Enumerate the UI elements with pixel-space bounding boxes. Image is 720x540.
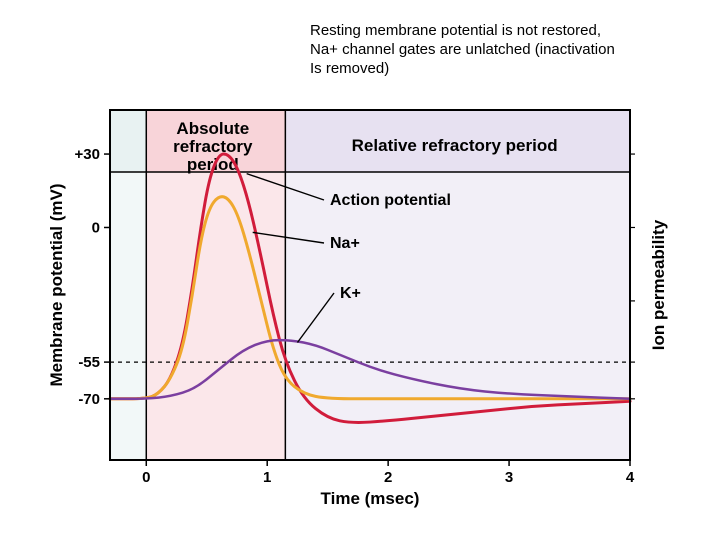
- region-body-relative: [285, 172, 630, 460]
- chart-container: AbsoluterefractoryperiodRelative refract…: [40, 100, 680, 520]
- x-tick-label: 3: [505, 469, 513, 486]
- region-label-relative: Relative refractory period: [352, 136, 558, 155]
- action-potential-chart: AbsoluterefractoryperiodRelative refract…: [40, 100, 680, 520]
- y-tick-label: 0: [92, 219, 100, 236]
- curve-label-action_potential: Action potential: [330, 192, 451, 209]
- x-tick-label: 0: [142, 469, 150, 486]
- x-tick-label: 4: [626, 469, 635, 486]
- region-label-absolute: refractory: [173, 137, 253, 156]
- region-header-prestim: [110, 110, 146, 172]
- curve-label-k: K+: [340, 285, 361, 302]
- region-body-prestim: [110, 172, 146, 460]
- region-label-absolute: Absolute: [176, 119, 249, 138]
- curve-label-na: Na+: [330, 235, 360, 252]
- y-tick-label: -55: [78, 354, 100, 371]
- y-tick-label: -70: [78, 391, 100, 408]
- x-tick-label: 1: [263, 469, 271, 486]
- y-axis-label: Membrane potential (mV): [47, 183, 66, 386]
- y-tick-label: +30: [75, 146, 100, 163]
- caption-text: Resting membrane potential is not restor…: [310, 22, 615, 78]
- y2-axis-label: Ion permeability: [649, 219, 668, 350]
- x-tick-label: 2: [384, 469, 392, 486]
- x-axis-label: Time (msec): [321, 489, 420, 508]
